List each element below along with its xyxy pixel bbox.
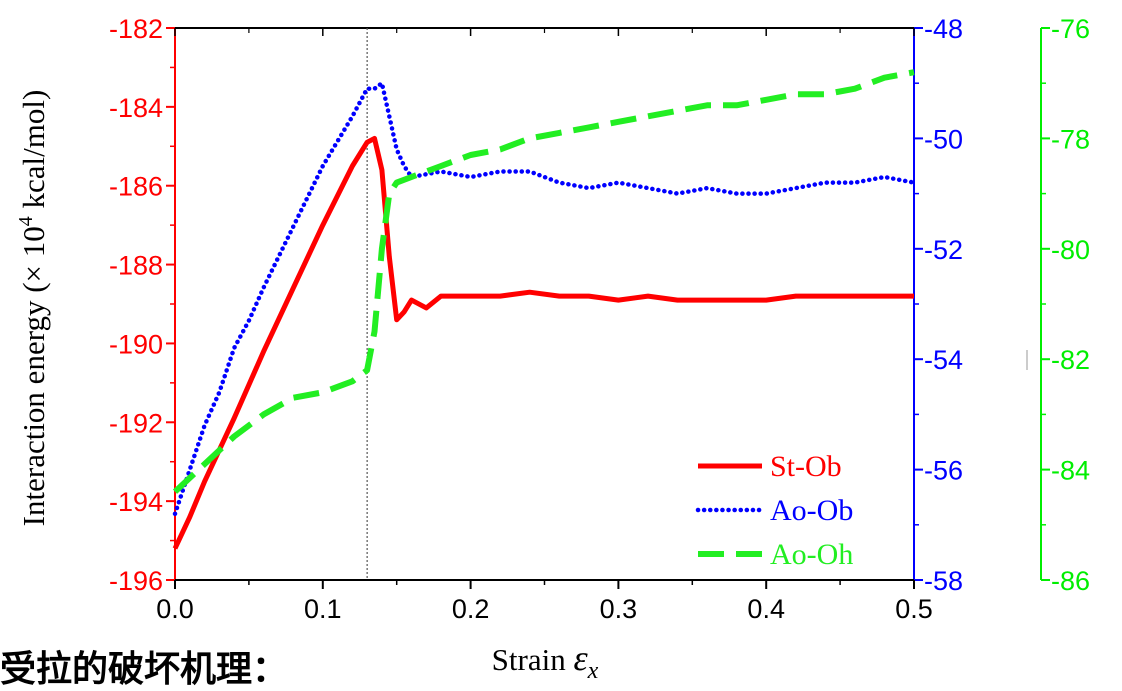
right-blue-tick-label: -48 xyxy=(924,14,963,44)
left-axis: -196 -194 -192 -190 -188 -186 -184 -182 xyxy=(109,14,176,596)
x-tick-label: 0.4 xyxy=(747,594,785,624)
x-axis: 0.0 0.1 0.2 0.3 0.4 0.5 xyxy=(156,27,933,624)
left-tick-label: -192 xyxy=(109,408,163,438)
x-tick-label: 0.5 xyxy=(895,594,933,624)
right-blue-tick-label: -50 xyxy=(924,124,963,154)
right-green-tick-label: -82 xyxy=(1051,345,1090,375)
left-tick-label: -186 xyxy=(109,172,163,202)
x-tick-label: 0.3 xyxy=(600,594,638,624)
x-tick-label: 0.0 xyxy=(156,594,194,624)
right-axis-green: -86 -84 -82 -80 -78 -76 xyxy=(1040,14,1090,596)
series-st-ob-line xyxy=(172,135,914,550)
legend-label-st-ob: St-Ob xyxy=(770,450,842,483)
right-green-tick-label: -80 xyxy=(1051,235,1090,265)
right-green-tick-label: -76 xyxy=(1051,14,1090,44)
right-blue-tick-label: -58 xyxy=(924,566,963,596)
left-tick-label: -182 xyxy=(109,14,163,44)
x-axis-label: Strain εx xyxy=(492,638,599,684)
right-blue-tick-label: -52 xyxy=(924,235,963,265)
left-tick-label: -190 xyxy=(109,329,163,359)
series-ao-ob-line xyxy=(172,80,917,517)
left-tick-label: -188 xyxy=(109,251,163,281)
series-group xyxy=(172,69,917,550)
right-green-tick-label: -78 xyxy=(1051,124,1090,154)
legend-label-ao-ob: Ao-Ob xyxy=(770,494,853,527)
legend-label-ao-oh: Ao-Oh xyxy=(770,538,853,571)
x-tick-label: 0.2 xyxy=(452,594,490,624)
right-green-tick-label: -84 xyxy=(1051,456,1090,486)
left-tick-label: -184 xyxy=(109,93,163,123)
left-tick-label: -194 xyxy=(109,487,163,517)
left-tick-label: -196 xyxy=(109,566,163,596)
right-green-tick-label: -86 xyxy=(1051,566,1090,596)
right-blue-tick-label: -54 xyxy=(924,345,963,375)
right-axis-blue: -58 -56 -54 -52 -50 -48 xyxy=(913,14,963,596)
legend: St-Ob Ao-Ob Ao-Oh xyxy=(695,450,853,571)
right-blue-tick-label: -56 xyxy=(924,456,963,486)
footer-heading: 受拉的破坏机理： xyxy=(0,649,289,690)
y-axis-label: Interaction energy (× 104 kcal/mol) xyxy=(15,90,51,527)
series-ao-oh-line xyxy=(172,69,915,494)
edge-mark xyxy=(1026,350,1028,370)
x-tick-label: 0.1 xyxy=(304,594,342,624)
